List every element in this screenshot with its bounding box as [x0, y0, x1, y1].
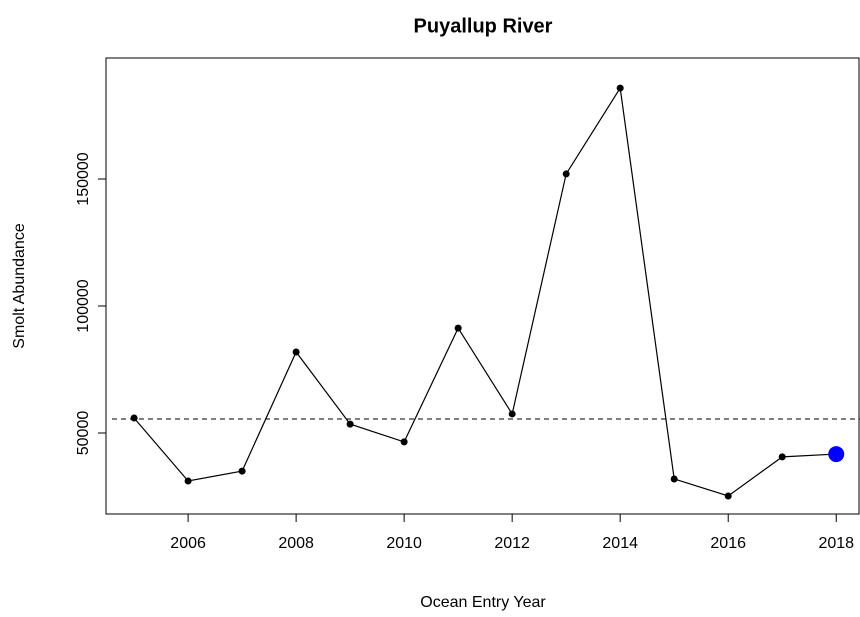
y-axis-label: Smolt Abundance — [11, 223, 28, 349]
x-tick-label: 2006 — [170, 535, 206, 552]
y-tick-label: 150000 — [75, 152, 92, 205]
point — [508, 410, 516, 418]
point — [724, 492, 732, 500]
x-tick-label: 2014 — [602, 535, 638, 552]
x-tick-label: 2016 — [710, 535, 746, 552]
highlight-point — [828, 446, 845, 463]
x-tick-label: 2012 — [494, 535, 530, 552]
point — [238, 467, 246, 475]
point — [616, 84, 624, 92]
point — [292, 348, 300, 356]
y-tick-label: 50000 — [75, 411, 92, 456]
x-tick-label: 2010 — [386, 535, 422, 552]
plot-frame — [105, 57, 860, 515]
point — [346, 420, 354, 428]
point — [562, 170, 570, 178]
point — [400, 438, 408, 446]
y-tick-label: 100000 — [75, 279, 92, 332]
point — [670, 475, 678, 483]
x-tick-label: 2018 — [818, 535, 854, 552]
point — [130, 414, 138, 422]
point — [454, 324, 462, 332]
point — [184, 477, 192, 485]
series-line — [133, 86, 837, 497]
point — [778, 453, 786, 461]
x-axis-label: Ocean Entry Year — [420, 594, 546, 611]
chart-title: Puyallup River — [414, 15, 553, 37]
x-tick-label: 2008 — [278, 535, 314, 552]
